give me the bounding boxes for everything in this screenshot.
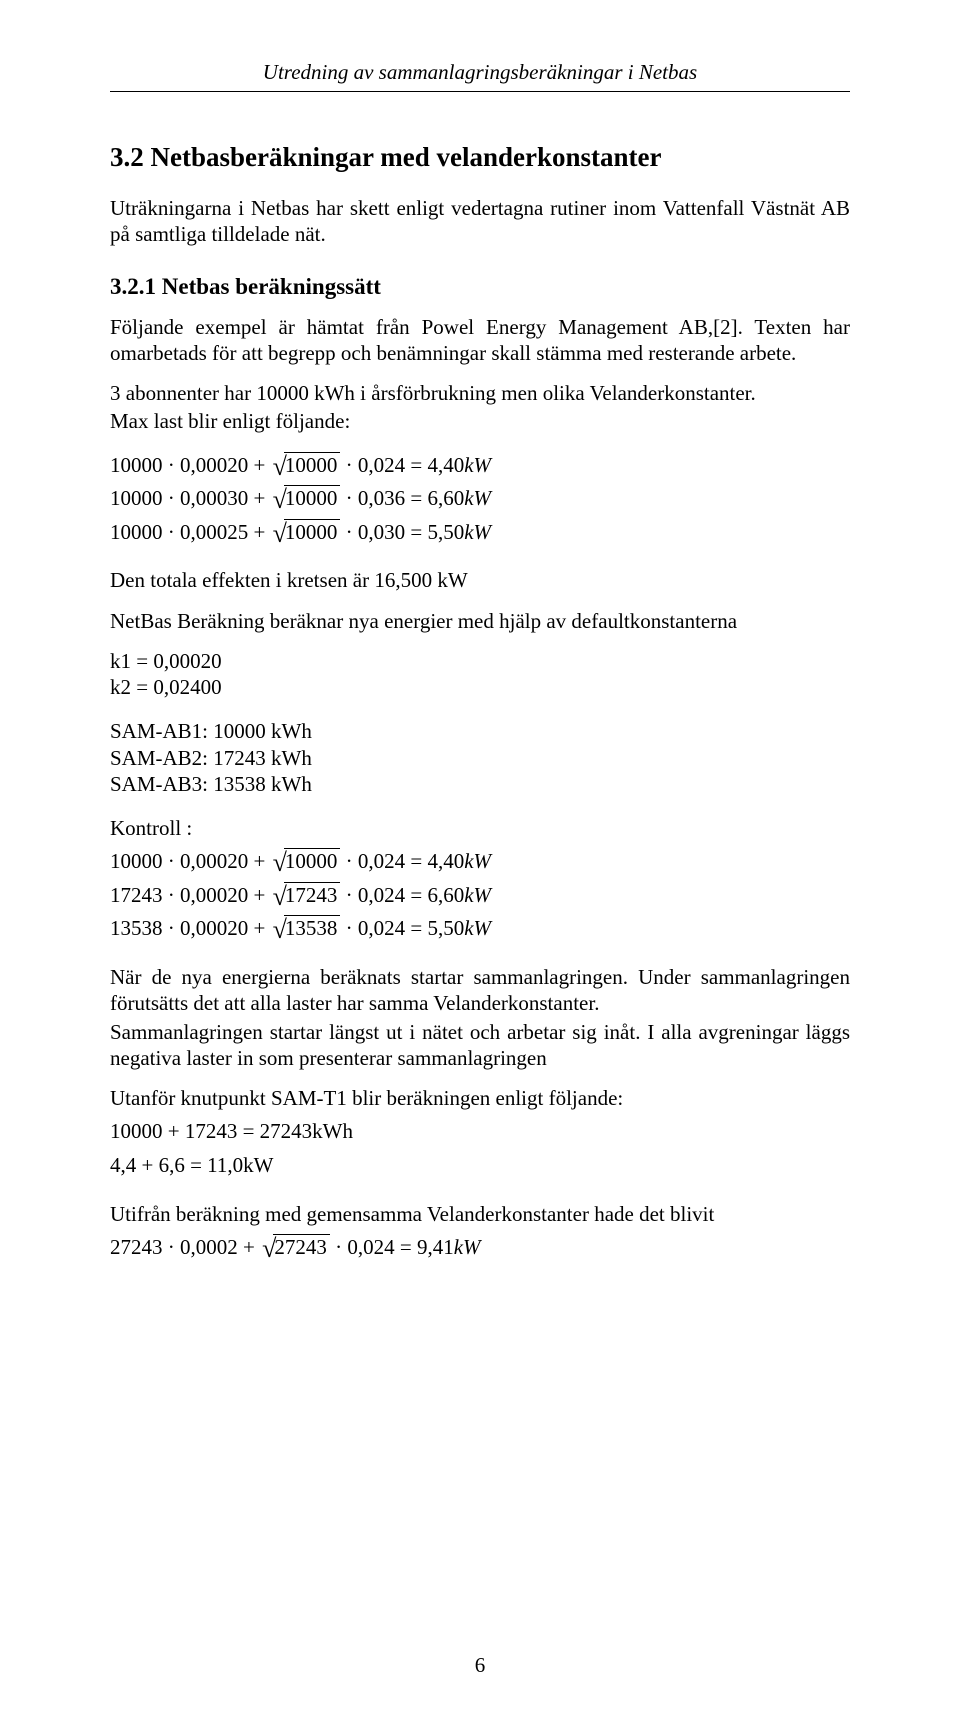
eq-1c-sqrt-arg: 10000 (284, 519, 341, 544)
running-head: Utredning av sammanlagringsberäkningar i… (110, 60, 850, 85)
eq-2a-lhs: 10000 · 0,00020 + (110, 849, 265, 873)
eq-2b-mid: · 0,024 = 6,60 (340, 883, 464, 907)
eq-4-mid: · 0,024 = 9,41 (330, 1235, 454, 1259)
utanfor-label: Utanför knutpunkt SAM-T1 blir beräkninge… (110, 1085, 850, 1111)
eq-1c-unit: kW (464, 520, 491, 544)
equation-3a: 10000 + 17243 = 27243kWh (110, 1115, 850, 1149)
equation-1c: 10000 · 0,00025 + √10000 · 0,030 = 5,50k… (110, 516, 850, 550)
equation-2c: 13538 · 0,00020 + √13538 · 0,024 = 5,50k… (110, 912, 850, 946)
sam-ab1: SAM-AB1: 10000 kWh (110, 718, 850, 744)
eq-2c-sqrt-arg: 13538 (284, 915, 341, 940)
eq-2c-lhs: 13538 · 0,00020 + (110, 916, 265, 940)
k2-value: k2 = 0,02400 (110, 674, 850, 700)
sqrt-icon: √10000 (271, 449, 341, 483)
total-effect: Den totala effekten i kretsen är 16,500 … (110, 567, 850, 593)
eq-1a-mid: · 0,024 = 4,40 (340, 453, 464, 477)
sqrt-icon: √27243 (260, 1231, 330, 1265)
eq-2a-mid: · 0,024 = 4,40 (340, 849, 464, 873)
subsection-title: 3.2.1 Netbas beräkningssätt (110, 274, 850, 300)
equation-block-3: 10000 + 17243 = 27243kWh 4,4 + 6,6 = 11,… (110, 1115, 850, 1182)
equation-2b: 17243 · 0,00020 + √17243 · 0,024 = 6,60k… (110, 879, 850, 913)
after-calc-1: När de nya energierna beräknats startar … (110, 964, 850, 1017)
eq-4-unit: kW (454, 1235, 481, 1259)
eq-1b-lhs: 10000 · 0,00030 + (110, 486, 265, 510)
eq-1b-unit: kW (464, 486, 491, 510)
sqrt-icon: √13538 (271, 912, 341, 946)
sam-block: SAM-AB1: 10000 kWh SAM-AB2: 17243 kWh SA… (110, 718, 850, 797)
equation-block-2: 10000 · 0,00020 + √10000 · 0,024 = 4,40k… (110, 845, 850, 946)
subsection-intro: Följande exempel är hämtat från Powel En… (110, 314, 850, 367)
eq-1a-unit: kW (464, 453, 491, 477)
section-title: 3.2 Netbasberäkningar med velanderkonsta… (110, 142, 850, 173)
equation-2a: 10000 · 0,00020 + √10000 · 0,024 = 4,40k… (110, 845, 850, 879)
eq-2a-sqrt-arg: 10000 (284, 848, 341, 873)
eq-1a-lhs: 10000 · 0,00020 + (110, 453, 265, 477)
eq-2c-unit: kW (464, 916, 491, 940)
equation-4: 27243 · 0,0002 + √27243 · 0,024 = 9,41kW (110, 1231, 850, 1265)
equation-1b: 10000 · 0,00030 + √10000 · 0,036 = 6,60k… (110, 482, 850, 516)
header-rule (110, 91, 850, 92)
k1-value: k1 = 0,00020 (110, 648, 850, 674)
eq-1c-lhs: 10000 · 0,00025 + (110, 520, 265, 544)
sam-ab3: SAM-AB3: 13538 kWh (110, 771, 850, 797)
page-number: 6 (0, 1653, 960, 1678)
eq-1b-mid: · 0,036 = 6,60 (340, 486, 464, 510)
eq-4-lhs: 27243 · 0,0002 + (110, 1235, 255, 1259)
eq-1b-sqrt-arg: 10000 (284, 485, 341, 510)
section-intro: Uträkningarna i Netbas har skett enligt … (110, 195, 850, 248)
sam-ab2: SAM-AB2: 17243 kWh (110, 745, 850, 771)
abonnent-intro-2: Max last blir enligt följande: (110, 408, 850, 434)
eq-2a-unit: kW (464, 849, 491, 873)
sqrt-icon: √10000 (271, 845, 341, 879)
eq-1c-mid: · 0,030 = 5,50 (340, 520, 464, 544)
sqrt-icon: √17243 (271, 879, 341, 913)
eq-4-sqrt-arg: 27243 (273, 1234, 330, 1259)
eq-2c-mid: · 0,024 = 5,50 (340, 916, 464, 940)
equation-1a: 10000 · 0,00020 + √10000 · 0,024 = 4,40k… (110, 449, 850, 483)
after-calc-2: Sammanlagringen startar längst ut i näte… (110, 1019, 850, 1072)
abonnent-intro-1: 3 abonnenter har 10000 kWh i årsförbrukn… (110, 380, 850, 406)
equation-block-4: 27243 · 0,0002 + √27243 · 0,024 = 9,41kW (110, 1231, 850, 1265)
kontroll-label: Kontroll : (110, 815, 850, 841)
netbas-calc: NetBas Beräkning beräknar nya energier m… (110, 608, 850, 634)
sqrt-icon: √10000 (271, 482, 341, 516)
eq-2b-sqrt-arg: 17243 (284, 882, 341, 907)
eq-1a-sqrt-arg: 10000 (284, 452, 341, 477)
page: Utredning av sammanlagringsberäkningar i… (0, 0, 960, 1714)
utifran-label: Utifrån beräkning med gemensamma Velande… (110, 1201, 850, 1227)
sqrt-icon: √10000 (271, 516, 341, 550)
equation-3b: 4,4 + 6,6 = 11,0kW (110, 1149, 850, 1183)
eq-2b-lhs: 17243 · 0,00020 + (110, 883, 265, 907)
constants-block: k1 = 0,00020 k2 = 0,02400 (110, 648, 850, 701)
eq-2b-unit: kW (464, 883, 491, 907)
equation-block-1: 10000 · 0,00020 + √10000 · 0,024 = 4,40k… (110, 449, 850, 550)
